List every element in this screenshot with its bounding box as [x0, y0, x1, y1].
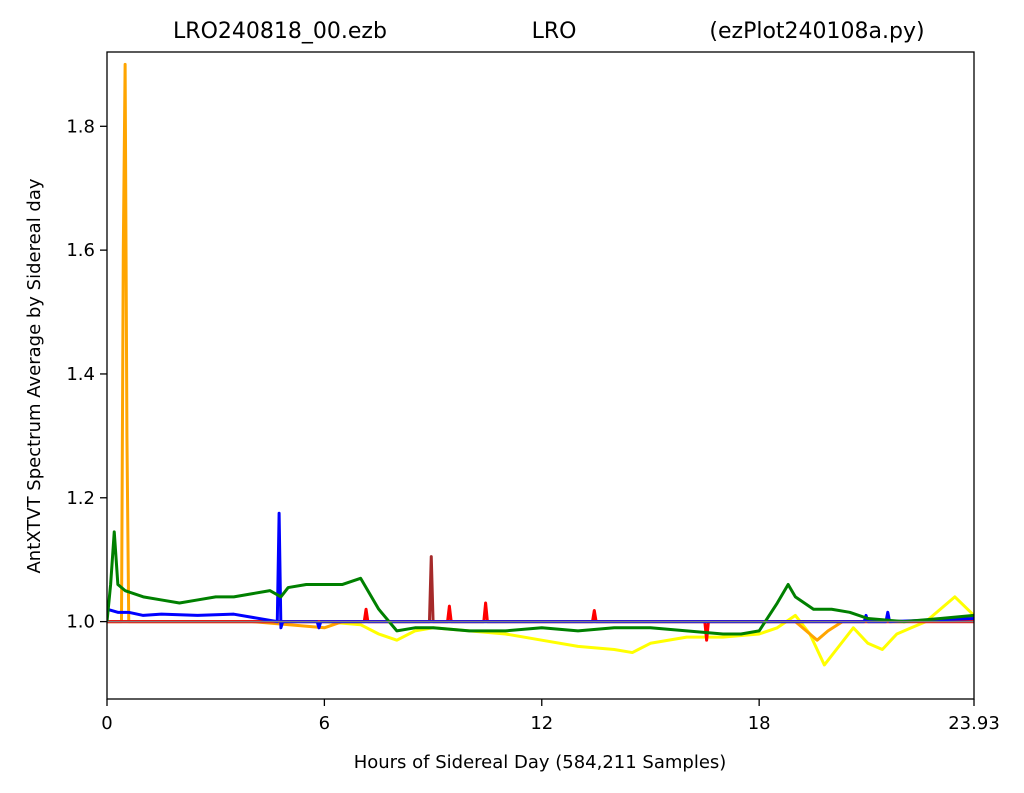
x-tick-label: 23.93: [948, 713, 1000, 734]
series-line-0: [107, 595, 974, 667]
series-line-3: [107, 601, 974, 642]
title-script: (ezPlot240108a.py): [709, 19, 924, 44]
y-tick-label: 1.8: [66, 116, 95, 137]
y-tick-label: 1.0: [66, 612, 95, 633]
x-tick-label: 18: [748, 713, 771, 734]
x-axis-label: Hours of Sidereal Day (584,211 Samples): [354, 752, 727, 773]
x-axis: 0 6 12 18 23.93: [101, 699, 1000, 734]
x-tick-label: 12: [530, 713, 553, 734]
title-station: LRO: [532, 19, 577, 44]
x-tick-label: 6: [319, 713, 330, 734]
plot-frame: [106, 51, 975, 700]
y-axis: 1.0 1.2 1.4 1.6 1.8: [66, 116, 107, 633]
title-filename: LRO240818_00.ezb: [173, 19, 387, 44]
series-line-5: [107, 530, 974, 636]
series-layer: [107, 62, 974, 667]
y-tick-label: 1.4: [66, 364, 95, 385]
y-tick-label: 1.2: [66, 488, 95, 509]
y-axis-label: AntXTVT Spectrum Average by Sidereal day: [24, 178, 45, 573]
series-line-1: [107, 62, 974, 642]
x-tick-label: 0: [101, 713, 112, 734]
y-tick-label: 1.6: [66, 240, 95, 261]
